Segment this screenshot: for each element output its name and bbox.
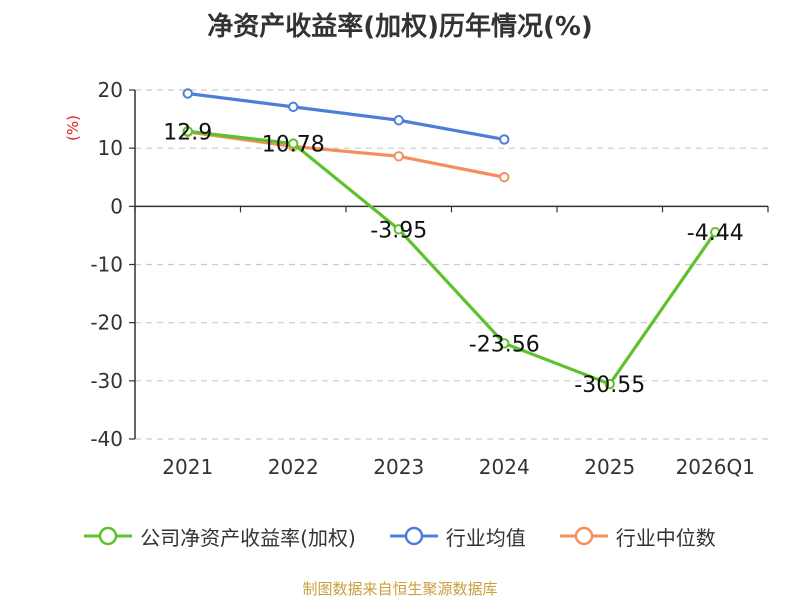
legend-label: 公司净资产收益率(加权) (140, 525, 356, 550)
data-point (182, 126, 193, 137)
y-tick-label: -30 (90, 369, 123, 393)
legend-swatch-circle (574, 526, 594, 546)
x-tick-label: 2023 (373, 455, 424, 479)
series-line (187, 129, 717, 386)
legend-item: 行业中位数 (559, 522, 716, 551)
data-label: -30.55 (574, 373, 645, 398)
legend-item: 公司净资产收益率(加权) (84, 522, 356, 551)
data-point (499, 172, 510, 183)
y-tick-label: -40 (90, 427, 123, 451)
data-source-footer: 制图数据来自恒生聚源数据库 (302, 580, 498, 598)
series-line (187, 130, 505, 179)
data-point (393, 224, 404, 235)
data-point (288, 138, 299, 149)
data-label: 10.78 (262, 133, 325, 158)
data-label: -3.95 (370, 218, 427, 243)
legend-line-circle-icon (559, 526, 608, 546)
x-tick-label: 2022 (268, 455, 319, 479)
legend-line-circle-icon (389, 526, 438, 546)
x-tick-label: 2026Q1 (676, 455, 755, 479)
legend-label: 行业均值 (445, 525, 526, 550)
legend-swatch-circle (98, 526, 118, 546)
data-point (393, 115, 404, 126)
chart-title: 净资产收益率(加权)历年情况(%) (207, 12, 593, 42)
data-label: 12.9 (163, 120, 212, 145)
data-point (499, 134, 510, 145)
y-tick-label: 0 (110, 194, 123, 218)
legend-line-circle-icon (84, 526, 133, 546)
data-point (710, 226, 721, 238)
legend-label: 行业中位数 (615, 525, 716, 550)
data-point (499, 338, 510, 349)
data-point (604, 378, 615, 390)
y-tick-label: 20 (98, 78, 123, 102)
y-tick-label: -10 (90, 253, 123, 277)
data-label: -4.44 (687, 221, 744, 246)
data-point (393, 151, 404, 162)
y-tick-label: 10 (98, 136, 123, 160)
x-tick-label: 2025 (584, 455, 635, 479)
legend-swatch-circle (404, 526, 424, 546)
legend-item: 行业均值 (389, 522, 526, 551)
x-tick-label: 2024 (479, 455, 530, 479)
series-line (187, 91, 505, 142)
y-tick-label: -20 (90, 311, 123, 335)
data-point (288, 101, 299, 113)
x-tick-label: 2021 (162, 455, 213, 479)
data-label: -23.56 (469, 332, 540, 357)
y-axis-label: (%) (64, 115, 82, 141)
legend: 公司净资产收益率(加权) 行业均值 行业中位数 (0, 520, 800, 552)
data-point (182, 88, 193, 99)
